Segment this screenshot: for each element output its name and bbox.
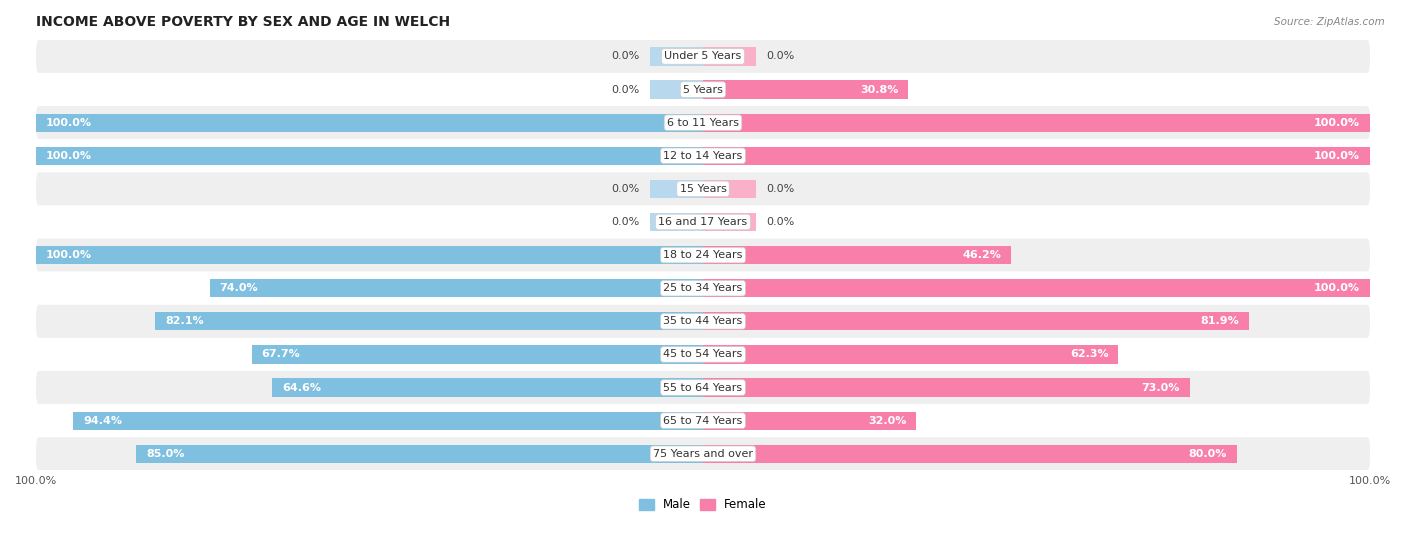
- Bar: [703, 312, 1249, 330]
- Bar: [703, 246, 1011, 264]
- Bar: [273, 378, 703, 397]
- FancyBboxPatch shape: [37, 106, 1369, 139]
- Bar: [703, 48, 756, 65]
- Bar: [703, 113, 1369, 132]
- Text: 5 Years: 5 Years: [683, 84, 723, 94]
- Text: 18 to 24 Years: 18 to 24 Years: [664, 250, 742, 260]
- Bar: [703, 411, 917, 430]
- Bar: [650, 80, 703, 98]
- Text: 45 to 54 Years: 45 to 54 Years: [664, 349, 742, 359]
- Text: 6 to 11 Years: 6 to 11 Years: [666, 117, 740, 127]
- Legend: Male, Female: Male, Female: [634, 494, 772, 516]
- Text: 12 to 14 Years: 12 to 14 Years: [664, 151, 742, 161]
- Text: 0.0%: 0.0%: [766, 184, 794, 194]
- Bar: [703, 444, 1236, 463]
- Text: 100.0%: 100.0%: [1313, 117, 1360, 127]
- Text: 46.2%: 46.2%: [962, 250, 1001, 260]
- Text: 100.0%: 100.0%: [46, 117, 93, 127]
- Bar: [703, 279, 1369, 297]
- Bar: [73, 411, 703, 430]
- Text: INCOME ABOVE POVERTY BY SEX AND AGE IN WELCH: INCOME ABOVE POVERTY BY SEX AND AGE IN W…: [37, 15, 450, 29]
- Text: 0.0%: 0.0%: [612, 51, 640, 61]
- Text: 32.0%: 32.0%: [868, 416, 907, 425]
- Text: 0.0%: 0.0%: [612, 217, 640, 227]
- Text: 75 Years and over: 75 Years and over: [652, 449, 754, 459]
- Bar: [650, 48, 703, 65]
- Bar: [37, 246, 703, 264]
- Text: Under 5 Years: Under 5 Years: [665, 51, 741, 61]
- Bar: [252, 345, 703, 363]
- FancyBboxPatch shape: [37, 338, 1369, 371]
- Text: 100.0%: 100.0%: [46, 250, 93, 260]
- Text: 0.0%: 0.0%: [612, 184, 640, 194]
- Bar: [136, 444, 703, 463]
- Text: Source: ZipAtlas.com: Source: ZipAtlas.com: [1274, 17, 1385, 27]
- Text: 30.8%: 30.8%: [860, 84, 898, 94]
- Text: 0.0%: 0.0%: [766, 51, 794, 61]
- Text: 67.7%: 67.7%: [262, 349, 301, 359]
- FancyBboxPatch shape: [37, 305, 1369, 338]
- Text: 100.0%: 100.0%: [1313, 283, 1360, 293]
- Text: 100.0%: 100.0%: [46, 151, 93, 161]
- FancyBboxPatch shape: [37, 172, 1369, 205]
- FancyBboxPatch shape: [37, 272, 1369, 305]
- Text: 82.1%: 82.1%: [166, 316, 204, 326]
- Bar: [209, 279, 703, 297]
- Text: 85.0%: 85.0%: [146, 449, 184, 459]
- Text: 0.0%: 0.0%: [766, 217, 794, 227]
- Bar: [37, 146, 703, 165]
- FancyBboxPatch shape: [37, 73, 1369, 106]
- Text: 81.9%: 81.9%: [1201, 316, 1239, 326]
- Text: 15 Years: 15 Years: [679, 184, 727, 194]
- Bar: [703, 345, 1118, 363]
- Bar: [703, 180, 756, 198]
- Bar: [703, 80, 908, 98]
- Bar: [37, 113, 703, 132]
- FancyBboxPatch shape: [37, 437, 1369, 470]
- FancyBboxPatch shape: [37, 371, 1369, 404]
- Bar: [703, 378, 1189, 397]
- Text: 100.0%: 100.0%: [1313, 151, 1360, 161]
- Text: 65 to 74 Years: 65 to 74 Years: [664, 416, 742, 425]
- Text: 64.6%: 64.6%: [283, 382, 321, 392]
- Text: 55 to 64 Years: 55 to 64 Years: [664, 382, 742, 392]
- Bar: [703, 146, 1369, 165]
- Bar: [650, 213, 703, 231]
- Text: 35 to 44 Years: 35 to 44 Years: [664, 316, 742, 326]
- Bar: [703, 213, 756, 231]
- Text: 74.0%: 74.0%: [219, 283, 259, 293]
- Bar: [650, 180, 703, 198]
- Text: 80.0%: 80.0%: [1188, 449, 1226, 459]
- FancyBboxPatch shape: [37, 404, 1369, 437]
- Text: 0.0%: 0.0%: [612, 84, 640, 94]
- Text: 73.0%: 73.0%: [1142, 382, 1180, 392]
- Text: 16 and 17 Years: 16 and 17 Years: [658, 217, 748, 227]
- Text: 25 to 34 Years: 25 to 34 Years: [664, 283, 742, 293]
- FancyBboxPatch shape: [37, 205, 1369, 239]
- Text: 62.3%: 62.3%: [1070, 349, 1108, 359]
- FancyBboxPatch shape: [37, 239, 1369, 272]
- Bar: [156, 312, 703, 330]
- FancyBboxPatch shape: [37, 139, 1369, 172]
- Text: 94.4%: 94.4%: [83, 416, 122, 425]
- FancyBboxPatch shape: [37, 40, 1369, 73]
